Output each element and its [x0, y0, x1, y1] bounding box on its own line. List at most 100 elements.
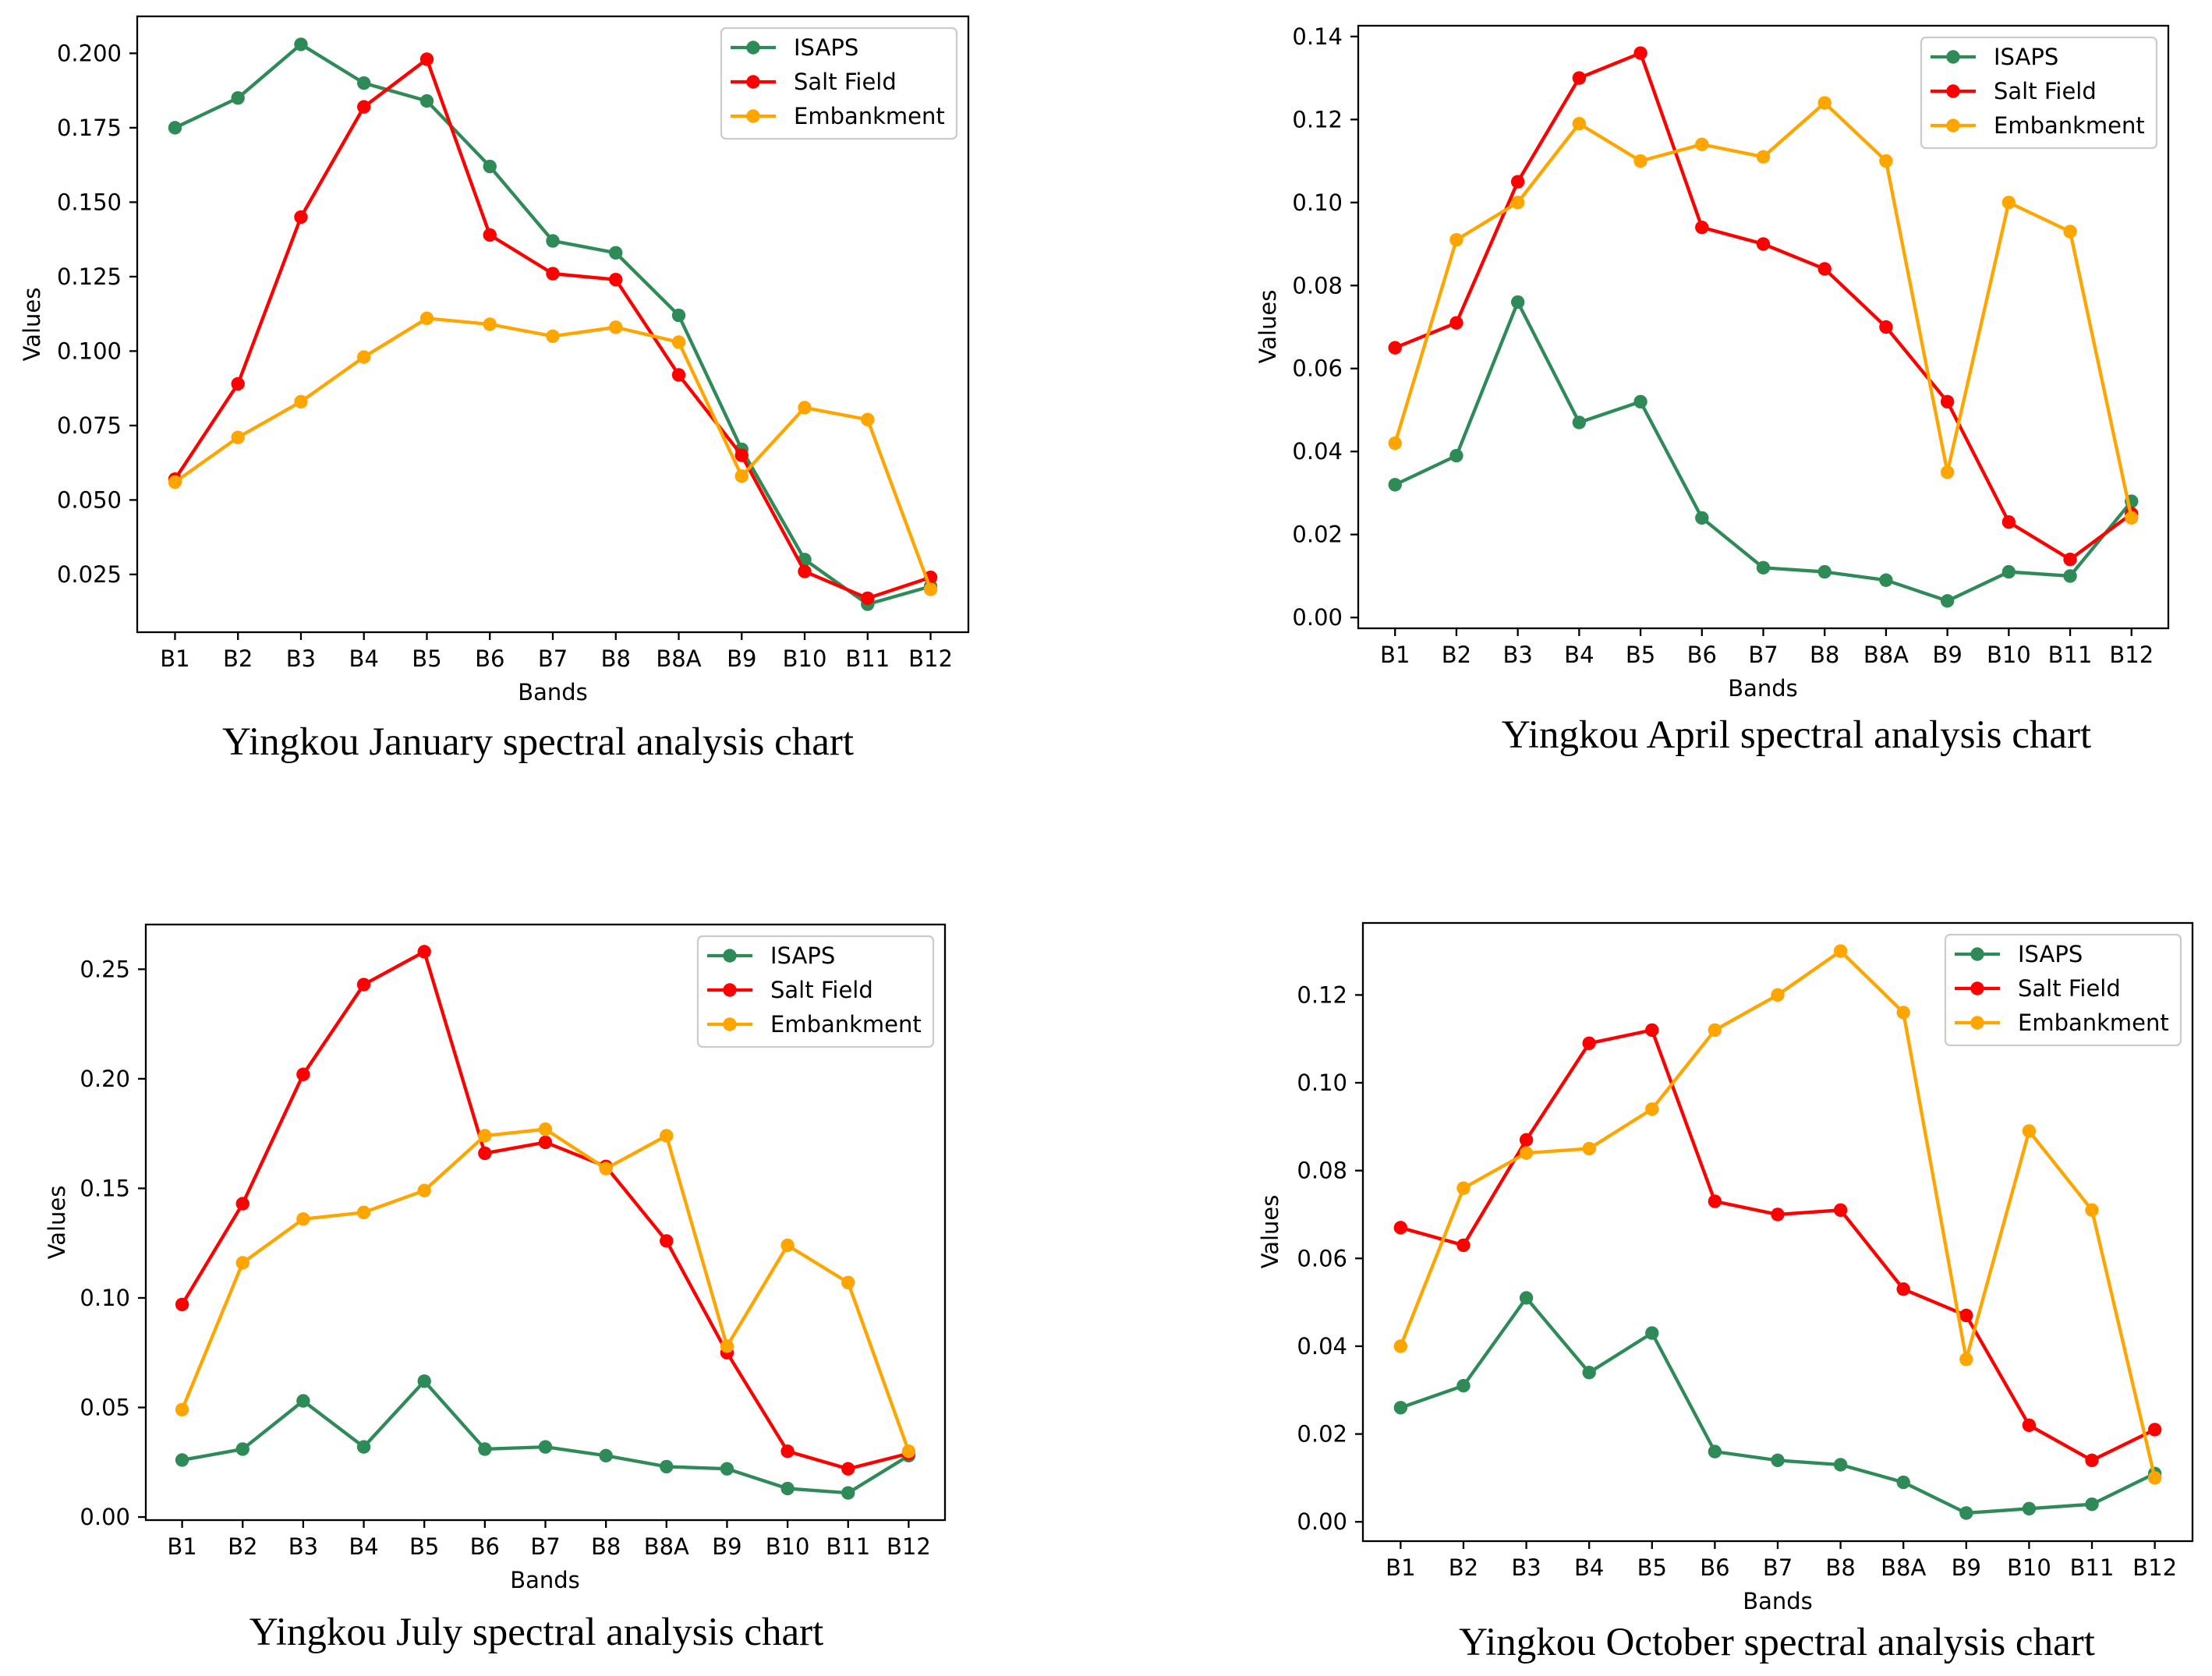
- embankment-marker-b9: [1959, 1352, 1973, 1367]
- x-tick-label: B5: [412, 645, 441, 672]
- embankment-marker-b10: [798, 401, 812, 415]
- embankment-marker-b6: [478, 1129, 492, 1143]
- y-tick-label: 0.02: [1292, 522, 1343, 548]
- embankment-marker-b3: [296, 1212, 310, 1226]
- embankment-marker-b8a: [1879, 154, 1893, 168]
- isaps-marker-b8a: [660, 1459, 674, 1474]
- x-tick-label: B7: [1748, 642, 1778, 668]
- isaps-marker-b2: [1449, 448, 1463, 463]
- legend: ISAPS Salt Field Embankment: [1944, 933, 2182, 1047]
- isaps-marker-b2: [1456, 1378, 1471, 1393]
- isaps-marker-b6: [1708, 1444, 1722, 1459]
- x-tick-label: B1: [167, 1533, 196, 1560]
- plot-area-july: B1 B2 B3 B4 B5 B6 B7 B8 B8A B9 B10 B11 B12 0.00 0.05 0.…: [80, 923, 947, 1560]
- salt-field-marker-b6: [1695, 221, 1709, 235]
- embankment-marker-b7: [546, 329, 560, 343]
- embankment-marker-b1: [1393, 1339, 1408, 1353]
- isaps-marker-b11: [2085, 1497, 2099, 1512]
- salt-field-marker-b4: [1582, 1036, 1596, 1051]
- legend-marker-salt-field: [1946, 84, 1960, 98]
- salt-field-marker-b7: [538, 1135, 553, 1150]
- isaps-marker-b8: [1833, 1458, 1848, 1472]
- salt-field-marker-b9: [1959, 1308, 1973, 1323]
- legend: ISAPS Salt Field Embankment: [696, 935, 935, 1048]
- embankment-marker-b1: [168, 475, 182, 490]
- salt-field-marker-b2: [235, 1197, 250, 1211]
- isaps-marker-b9: [1959, 1506, 1973, 1520]
- isaps-marker-b7: [1756, 560, 1771, 575]
- embankment-marker-b6: [483, 317, 497, 331]
- legend-frame: [720, 27, 958, 140]
- embankment-marker-b11: [2063, 225, 2077, 239]
- legend-entry-embankment: Embankment: [1955, 1009, 2169, 1036]
- embankment-marker-b9: [734, 469, 749, 483]
- plot-area-october: B1 B2 B3 B4 B5 B6 B7 B8 B8A B9 B10 B11 B12 0.00 0.02 0.…: [1297, 921, 2194, 1581]
- legend-label-isaps: ISAPS: [2018, 941, 2083, 967]
- x-tick-label: B6: [475, 645, 504, 672]
- y-tick-label: 0.06: [1292, 355, 1343, 382]
- embankment-marker-b4: [1572, 116, 1587, 131]
- salt-field-marker-b2: [231, 377, 245, 391]
- x-tick-label: B2: [228, 1533, 257, 1560]
- x-tick-label: B1: [1386, 1554, 1415, 1581]
- y-tick-label: 0.04: [1297, 1333, 1347, 1360]
- legend-label-isaps: ISAPS: [1994, 44, 2058, 70]
- x-tick-label: B7: [1763, 1554, 1793, 1581]
- legend-frame: [1920, 36, 2158, 150]
- embankment-marker-b8a: [660, 1129, 674, 1143]
- salt-field-marker-b6: [1708, 1194, 1722, 1208]
- y-tick-label: 0.04: [1292, 438, 1343, 465]
- isaps-marker-b4: [356, 1440, 371, 1454]
- isaps-marker-b3: [1510, 295, 1525, 309]
- embankment-marker-b5: [419, 311, 434, 326]
- isaps-marker-b11: [2063, 569, 2077, 583]
- x-axis-label: Bands: [1728, 675, 1798, 702]
- embankment-line: [180, 1127, 911, 1452]
- embankment-marker-b11: [2085, 1203, 2099, 1218]
- y-tick-label: 0.14: [1292, 23, 1343, 50]
- x-tick-label: B9: [1952, 1554, 1981, 1581]
- x-tick-label: B11: [845, 645, 890, 672]
- salt-field-marker-b8: [609, 273, 623, 287]
- embankment-marker-b7: [538, 1122, 553, 1137]
- x-tick-label: B2: [223, 645, 253, 672]
- chart-caption: Yingkou January spectral analysis chart: [222, 720, 854, 764]
- x-tick-label: B10: [1987, 642, 2031, 668]
- salt-field-marker-b4: [357, 100, 371, 114]
- isaps-marker-b1: [1388, 478, 1402, 492]
- x-tick-label: B4: [349, 1533, 378, 1560]
- embankment-marker-b3: [1510, 196, 1525, 210]
- x-tick-label: B5: [1637, 1554, 1667, 1581]
- chart-panel-january: B1 B2 B3 B4 B5 B6 B7 B8 B8A B9 B10 B11 B12 0.025 0.050…: [19, 15, 970, 764]
- isaps-marker-b8a: [1896, 1475, 1910, 1490]
- legend-marker-embankment: [723, 1017, 737, 1031]
- x-tick-label: B8: [1810, 642, 1839, 668]
- x-tick-label: B10: [2007, 1554, 2051, 1581]
- y-tick-label: 0.050: [57, 486, 122, 513]
- legend-entry-salt-field: Salt Field: [1955, 975, 2121, 1002]
- isaps-marker-b2: [231, 90, 245, 105]
- salt-field-marker-b10: [2022, 1418, 2037, 1433]
- isaps-marker-b8a: [671, 308, 686, 323]
- isaps-marker-b7: [546, 234, 560, 248]
- salt-field-marker-b10: [2001, 515, 2016, 529]
- x-tick-label: B1: [160, 645, 189, 672]
- x-tick-label: B9: [712, 1533, 741, 1560]
- x-tick-label: B4: [1564, 642, 1594, 668]
- x-tick-label: B1: [1380, 642, 1410, 668]
- y-axis-label: Values: [1255, 290, 1281, 364]
- isaps-marker-b10: [2001, 564, 2016, 579]
- salt-field-marker-b6: [483, 228, 497, 242]
- y-tick-label: 0.00: [1297, 1508, 1347, 1535]
- isaps-series: [1388, 295, 2139, 608]
- salt-field-marker-b2: [1456, 1238, 1471, 1253]
- chart-caption: Yingkou July spectral analysis chart: [250, 1611, 824, 1654]
- embankment-marker-b8: [1817, 96, 1832, 110]
- salt-field-marker-b11: [2063, 552, 2077, 567]
- salt-field-marker-b3: [1519, 1133, 1534, 1147]
- salt-field-marker-b5: [417, 945, 431, 959]
- legend-label-embankment: Embankment: [770, 1011, 922, 1038]
- embankment-marker-b4: [357, 350, 371, 364]
- y-tick-label: 0.12: [1297, 981, 1347, 1008]
